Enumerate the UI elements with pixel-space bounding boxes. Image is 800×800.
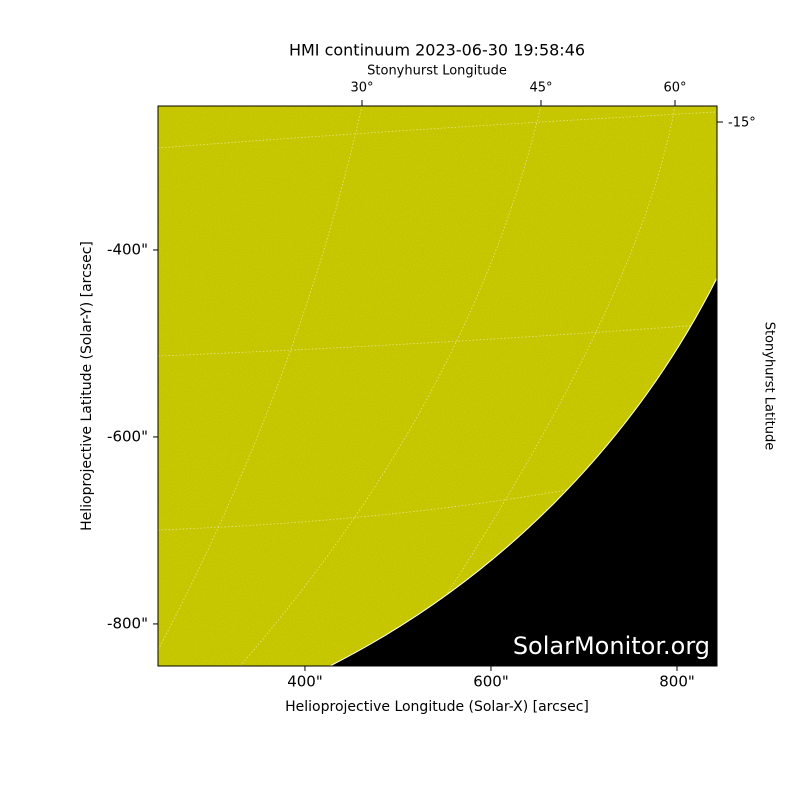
limb: [329, 277, 718, 667]
top-axis-label: Stonyhurst Longitude: [367, 64, 507, 79]
x-tick-label: 400": [287, 673, 323, 691]
plot-frame: [157, 105, 718, 667]
top-tick-label: 45°: [529, 81, 552, 96]
y-tick-label: -600": [107, 427, 148, 445]
watermark: SolarMonitor.org: [513, 632, 710, 660]
x-tick-label: 600": [473, 673, 509, 691]
off-disk: [330, 278, 717, 666]
top-tick-label: 30°: [350, 81, 373, 96]
right-tick-label: -15°: [728, 116, 756, 131]
top-tick-label: 60°: [663, 81, 686, 96]
x-axis-label: Helioprojective Longitude (Solar-X) [arc…: [285, 699, 589, 715]
right-axis-label: Stonyhurst Latitude: [762, 322, 777, 451]
coordinate-grid: [158, 106, 717, 666]
x-tick-label: 800": [659, 673, 695, 691]
chart-title: HMI continuum 2023-06-30 19:58:46: [289, 41, 585, 60]
y-tick-label: -400": [107, 240, 148, 258]
y-axis-label: Helioprojective Latitude (Solar-Y) [arcs…: [79, 241, 95, 531]
y-tick-label: -800": [107, 614, 148, 632]
